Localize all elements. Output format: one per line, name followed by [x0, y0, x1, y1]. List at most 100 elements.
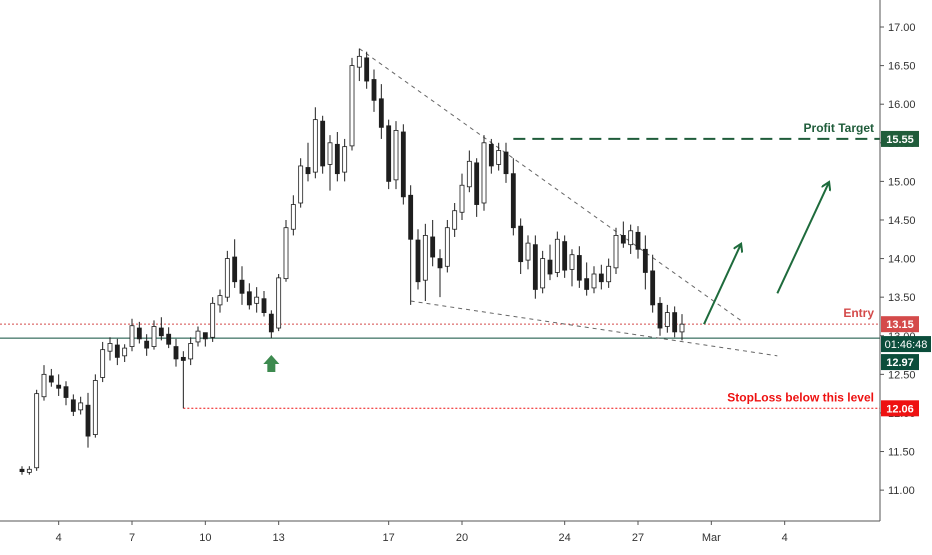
price-badge-2 [881, 400, 919, 417]
candle-body [657, 302, 663, 329]
candle-body [283, 227, 289, 280]
candle-body [642, 248, 648, 273]
candle-body [415, 239, 421, 283]
candle-body [378, 98, 384, 128]
candle-body [48, 375, 54, 383]
price-badge-text-2: 12.06 [886, 403, 914, 415]
candle-body [679, 323, 685, 333]
candle-body [525, 242, 531, 261]
candle-body [393, 130, 399, 181]
candle-body [547, 259, 553, 275]
trendline-upper-wedge [359, 48, 741, 321]
candle-body [26, 468, 32, 473]
y-tick-label: 15.00 [888, 176, 916, 188]
x-tick-label: 27 [632, 532, 644, 544]
candle-body [576, 255, 582, 281]
candle-body [364, 57, 370, 82]
candle-body [70, 399, 76, 412]
candle-body [562, 241, 568, 271]
candle-body [540, 258, 546, 289]
candle-body [481, 142, 487, 204]
y-tick-label: 14.50 [888, 215, 916, 227]
candle-body [496, 150, 502, 165]
projection-arrows [263, 183, 828, 373]
candle-body [261, 298, 267, 313]
candle-body [41, 373, 47, 398]
trendlines [359, 48, 778, 357]
candle-body [349, 65, 355, 147]
candle-body [334, 143, 340, 175]
candle-body [488, 143, 494, 167]
candle-body [672, 312, 678, 333]
candle-body [606, 265, 612, 283]
y-tick-label: 13.50 [888, 292, 916, 304]
support-up-arrow-icon [263, 355, 280, 373]
candle-body [78, 402, 84, 411]
candle-body [598, 273, 604, 283]
candle-body [584, 278, 590, 290]
trendline-lower-wedge [410, 300, 778, 357]
candle-body [591, 273, 597, 289]
x-tick-label: Mar [702, 532, 721, 544]
candle-body [532, 244, 538, 290]
candle-body [400, 131, 406, 198]
candles [19, 48, 685, 475]
y-tick-label: 11.00 [888, 485, 915, 497]
candle-body [56, 384, 62, 389]
candle-body [342, 146, 348, 173]
candle-body [305, 167, 311, 175]
candle-body [650, 270, 656, 306]
candle-body [466, 160, 472, 188]
countdown-badge [881, 336, 931, 353]
candle-body [144, 340, 150, 349]
candle-body [569, 254, 575, 270]
price-badge-1 [881, 316, 919, 333]
candle-body [371, 79, 377, 101]
x-tick-label: 4 [782, 532, 788, 544]
candle-body [518, 225, 524, 263]
candle-body [100, 349, 106, 378]
x-tick-label: 7 [129, 532, 135, 544]
candle-body [34, 393, 40, 469]
y-tick-label: 17.00 [888, 22, 916, 34]
labels: Profit Target 15.55 Entry 13.15 StopLoss bel… [727, 121, 931, 417]
candle-body [202, 332, 208, 340]
current-price-badge [881, 354, 919, 371]
candle-body [452, 210, 458, 230]
candle-body [136, 327, 142, 340]
candle-body [459, 184, 465, 213]
candle-body [613, 235, 619, 269]
candle-body [430, 236, 436, 258]
x-tick-label: 17 [383, 532, 395, 544]
candle-body [107, 343, 113, 352]
candle-body [239, 279, 245, 294]
candle-body [628, 230, 634, 246]
countdown-text: 01:46:48 [885, 339, 928, 351]
level-label-0: Profit Target [804, 121, 874, 135]
level-label-2: StopLoss below this level [727, 390, 874, 404]
candle-body [254, 296, 260, 304]
y-tick-label: 16.00 [888, 99, 916, 111]
y-tick-label: 16.50 [888, 61, 916, 73]
candle-body [188, 343, 194, 360]
candle-body [166, 333, 172, 345]
candle-body [422, 235, 428, 281]
candle-body [217, 295, 223, 306]
candle-body [129, 325, 135, 347]
y-tick-label: 11.50 [888, 447, 915, 459]
candle-body [320, 120, 326, 167]
price-badge-text-1: 13.15 [886, 319, 914, 331]
price-badge-text-0: 15.55 [886, 134, 914, 146]
candle-body [151, 326, 157, 347]
candle-body [312, 119, 318, 173]
x-tick-label: 24 [559, 532, 571, 544]
candle-body [19, 468, 25, 473]
candle-body [298, 165, 304, 204]
candle-body [503, 151, 509, 175]
candle-body [85, 404, 91, 437]
candle-body [232, 256, 238, 283]
x-tick-label: 4 [56, 532, 62, 544]
